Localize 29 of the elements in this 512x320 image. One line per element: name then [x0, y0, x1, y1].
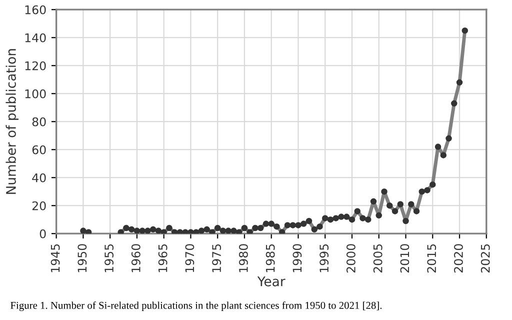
x-tick-label: 2000	[346, 244, 356, 272]
y-tick-label: 60	[32, 145, 46, 154]
x-axis-title: Year	[257, 276, 286, 286]
x-tick-label: 1945	[50, 244, 60, 272]
x-tick-label: 1980	[238, 244, 248, 272]
x-tick-label: 1990	[292, 244, 302, 272]
caption: Figure 1. Number of Si-related publications in the plant sciences from 1950 to 2021 [28].	[10, 301, 382, 312]
x-tick-label: 1960	[131, 244, 140, 272]
y-tick-label: 160	[25, 5, 46, 14]
y-tick-label: 120	[25, 61, 46, 70]
x-tick-label: 1950	[78, 244, 87, 272]
y-axis-title: Number of publication	[6, 49, 19, 194]
x-tick-label: 1975	[212, 244, 222, 272]
x-tick-label: 1995	[320, 244, 329, 272]
x-tick-label: 2020	[454, 244, 463, 272]
y-tick-label: 40	[32, 173, 46, 182]
y-tick-label: 100	[25, 89, 46, 98]
x-tick-label: 2015	[427, 244, 436, 272]
x-tick-label: 1985	[266, 244, 275, 272]
y-tick-label: 80	[32, 117, 46, 126]
x-tick-label: 1965	[158, 244, 168, 272]
x-tick-label: 1970	[185, 244, 194, 272]
y-tick-label: 140	[25, 33, 46, 42]
x-tick-label: 1955	[104, 244, 114, 272]
x-tick-label: 2005	[373, 244, 382, 272]
x-tick-label: 2010	[400, 244, 410, 272]
y-tick-label: 20	[32, 201, 46, 210]
y-tick-label: 0	[40, 229, 46, 238]
x-tick-label: 2025	[480, 244, 490, 272]
